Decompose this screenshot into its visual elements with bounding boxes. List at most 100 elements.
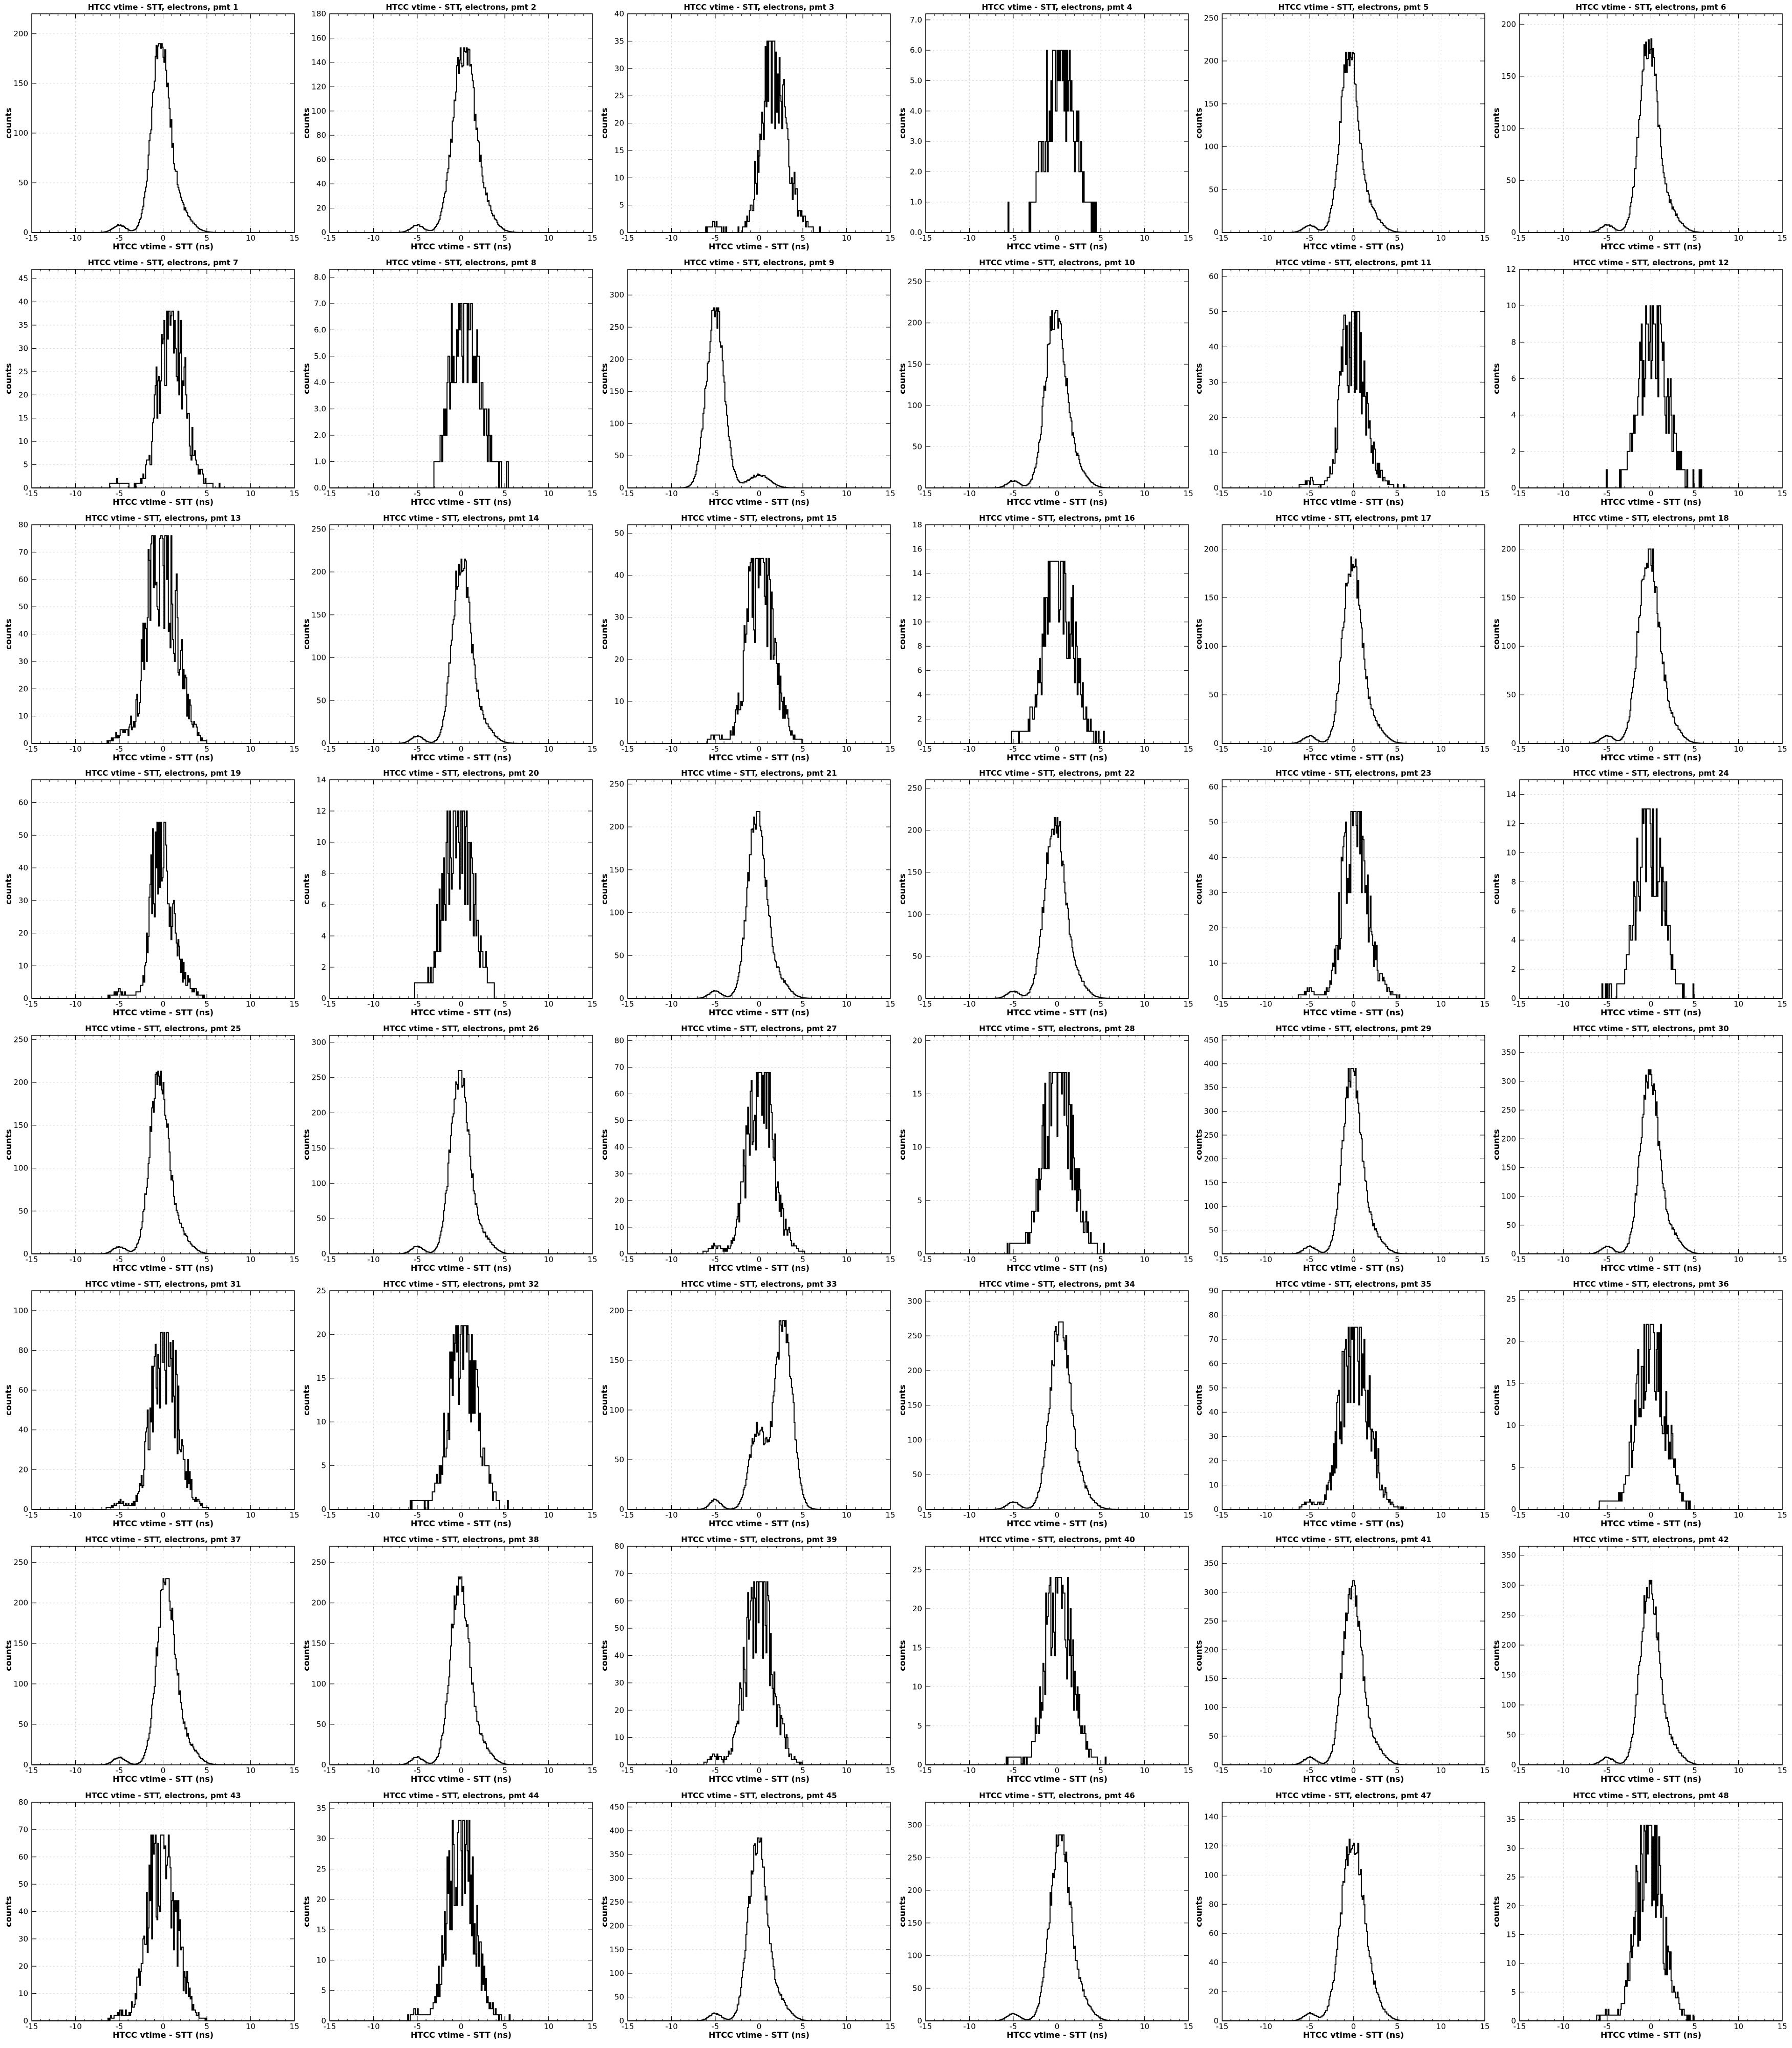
- x-tick-label: -10: [665, 744, 678, 754]
- y-tick-label: 40: [614, 571, 624, 580]
- y-axis-label: counts: [600, 1640, 609, 1671]
- x-tick-label: -10: [367, 744, 380, 754]
- y-tick-label: 200: [1501, 1134, 1516, 1143]
- x-tick-label: 0: [459, 2022, 464, 2031]
- x-tick-label: -10: [963, 2022, 976, 2031]
- y-axis-label: counts: [600, 1129, 609, 1160]
- panel-title: HTCC vtime - STT, electrons, pmt 27: [681, 1024, 837, 1033]
- histogram-curve: [1520, 1324, 1782, 1510]
- y-tick-label: 200: [609, 1306, 624, 1315]
- grid: [330, 1290, 592, 1509]
- x-tick-label: -5: [712, 744, 719, 754]
- histogram-curve: [330, 810, 592, 999]
- x-tick-label: -15: [324, 999, 336, 1009]
- x-tick-label: 5: [1098, 1766, 1103, 1775]
- x-axis-label: HTCC vtime - STT (ns): [1601, 1774, 1701, 1784]
- y-tick-label: 7.0: [910, 15, 922, 25]
- y-tick-label: 40: [614, 9, 624, 18]
- grid: [926, 780, 1188, 998]
- x-tick-label: -10: [963, 1510, 976, 1520]
- y-tick-label: 5.0: [910, 76, 922, 85]
- x-axis-label: HTCC vtime - STT (ns): [411, 242, 511, 251]
- y-tick-label: 0.0: [314, 483, 326, 493]
- x-tick-label: 15: [1183, 744, 1193, 754]
- histogram-curve: [926, 561, 1188, 744]
- y-tick-label: 0: [321, 994, 326, 1003]
- y-tick-label: 250: [311, 1073, 326, 1082]
- x-axis-label: HTCC vtime - STT (ns): [411, 753, 511, 762]
- grid: [926, 524, 1188, 743]
- panel-title: HTCC vtime - STT, electrons, pmt 33: [681, 1279, 837, 1289]
- x-tick-label: -15: [324, 1766, 336, 1775]
- histogram-curve: [330, 1576, 592, 1765]
- y-tick-label: 60: [18, 798, 28, 807]
- y-tick-label: 80: [614, 1542, 624, 1551]
- panel-title: HTCC vtime - STT, electrons, pmt 18: [1573, 514, 1729, 523]
- y-tick-label: 0: [1213, 1760, 1219, 1769]
- y-tick-label: 25: [18, 367, 28, 376]
- x-tick-label: 0: [1649, 1766, 1654, 1775]
- histogram-curve: [628, 40, 890, 233]
- x-tick-label: -15: [26, 489, 38, 498]
- histogram-curve: [926, 1577, 1188, 1765]
- x-tick-label: -15: [1513, 489, 1526, 498]
- x-tick-label: -15: [324, 2022, 336, 2031]
- x-axis-label: HTCC vtime - STT (ns): [113, 1774, 214, 1784]
- x-tick-label: -15: [920, 233, 932, 243]
- panel-pmt-21: HTCC vtime - STT, electrons, pmt 21 -15 -1…: [600, 769, 895, 1017]
- y-tick-label: 50: [18, 1720, 28, 1729]
- x-tick-label: -15: [1513, 1255, 1526, 1264]
- x-tick-label: 10: [246, 489, 255, 498]
- x-tick-label: 15: [885, 999, 895, 1009]
- panel-pmt-10: HTCC vtime - STT, electrons, pmt 10 -15 -1…: [898, 258, 1193, 507]
- y-tick-label: 350: [1204, 1083, 1219, 1092]
- y-tick-label: 200: [1501, 19, 1516, 29]
- panel-pmt-46: HTCC vtime - STT, electrons, pmt 46 -15 -1…: [898, 1791, 1193, 2040]
- grid: [32, 1802, 294, 2021]
- x-tick-label: -5: [1010, 1766, 1017, 1775]
- panel-title: HTCC vtime - STT, electrons, pmt 44: [383, 1791, 539, 1800]
- x-tick-label: -5: [414, 1255, 421, 1264]
- y-tick-label: 200: [609, 355, 624, 364]
- y-tick-label: 10: [18, 961, 28, 970]
- y-tick-label: 0: [1511, 994, 1516, 1003]
- x-tick-label: 10: [1140, 233, 1149, 243]
- y-axis-label: counts: [4, 1640, 13, 1671]
- grid: [1520, 1546, 1782, 1765]
- y-tick-label: 10: [18, 1989, 28, 1998]
- y-tick-label: 2.0: [910, 167, 922, 176]
- histogram-curve: [628, 1581, 890, 1765]
- y-tick-label: 100: [609, 419, 624, 428]
- y-tick-label: 0: [23, 1505, 28, 1514]
- y-tick-label: 150: [311, 1639, 326, 1648]
- x-tick-label: -5: [1306, 1510, 1314, 1520]
- x-tick-label: 5: [1098, 1255, 1103, 1264]
- x-tick-label: 0: [161, 744, 166, 754]
- y-tick-label: 20: [18, 1465, 28, 1474]
- y-axis-label: counts: [1194, 873, 1204, 904]
- x-tick-label: -10: [1260, 744, 1272, 754]
- y-tick-label: 5: [917, 1721, 922, 1731]
- x-tick-label: -10: [69, 2022, 82, 2031]
- y-tick-label: 12: [316, 806, 326, 816]
- panel-pmt-42: HTCC vtime - STT, electrons, pmt 42 -15 -1…: [1491, 1535, 1787, 1784]
- panel-title: HTCC vtime - STT, electrons, pmt 17: [1275, 514, 1431, 523]
- x-tick-label: 0: [161, 1510, 166, 1520]
- y-tick-label: 30: [614, 1678, 624, 1688]
- x-tick-label: 0: [1055, 744, 1060, 754]
- y-tick-label: 60: [614, 1090, 624, 1099]
- x-tick-label: -10: [963, 489, 976, 498]
- x-axis-label: HTCC vtime - STT (ns): [411, 1519, 511, 1528]
- y-axis-label: counts: [600, 1896, 609, 1927]
- y-tick-label: 20: [1506, 1337, 1516, 1346]
- x-tick-label: 10: [842, 1510, 851, 1520]
- y-tick-label: 0: [23, 1249, 28, 1258]
- x-tick-label: -10: [963, 999, 976, 1009]
- x-tick-label: 15: [1480, 1510, 1489, 1520]
- y-tick-label: 5: [321, 1461, 326, 1470]
- x-tick-label: 0: [459, 233, 464, 243]
- x-tick-label: -5: [1010, 2022, 1017, 2031]
- y-tick-label: 3.0: [910, 137, 922, 146]
- y-tick-label: 4: [1511, 935, 1516, 945]
- y-tick-label: 0: [1213, 228, 1219, 237]
